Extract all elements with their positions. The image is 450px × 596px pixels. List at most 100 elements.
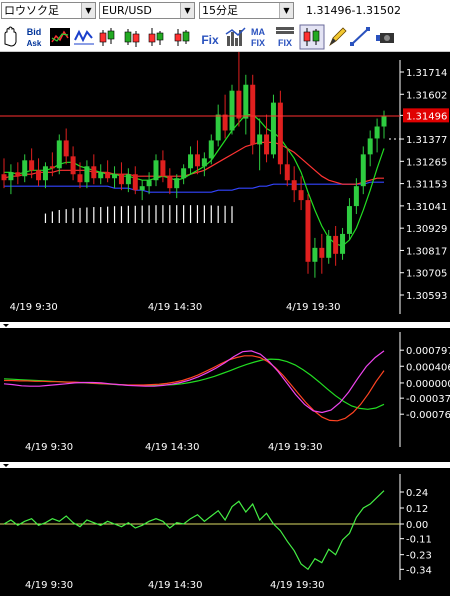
- candlestick-button-2[interactable]: [124, 29, 140, 47]
- macd-pane: 0.000797 0.000406 0.000000 -0.00037 -0.00076…: [3, 332, 450, 453]
- y-tick-label: 0.24: [406, 488, 428, 499]
- candle-up: [56, 140, 62, 169]
- candle-down: [118, 174, 124, 185]
- volume-button[interactable]: [225, 27, 246, 46]
- candle-down: [132, 174, 138, 191]
- y-tick-label: -0.00037: [406, 394, 450, 405]
- candle-down: [319, 247, 325, 258]
- bid-ask-button[interactable]: Bid Ask: [27, 27, 42, 48]
- collapse-arrow-icon[interactable]: [3, 464, 9, 467]
- candle-down: [236, 90, 242, 119]
- y-tick-label: 1.31714: [406, 68, 447, 79]
- y-tick-label: 0.000000: [406, 379, 450, 390]
- candle-up: [42, 166, 48, 181]
- candle-up: [112, 174, 118, 179]
- ma-mid-line: [3, 141, 384, 185]
- y-tick-label: 1.31377: [406, 135, 447, 146]
- svg-text:Fix: Fix: [201, 33, 219, 47]
- fix-list-button[interactable]: FIX: [276, 27, 294, 48]
- y-tick-label: 0.12: [406, 504, 428, 515]
- candlestick-button-1[interactable]: [99, 28, 115, 46]
- candle-down: [222, 114, 228, 131]
- candle-down: [298, 190, 304, 201]
- oscillator-pane: 0.24 0.12 0.00 -0.11 -0.23 -0.34 4/19 9:30 4/1…: [0, 474, 432, 591]
- svg-text:Bid: Bid: [27, 27, 42, 37]
- y-tick-label: 1.30705: [406, 269, 447, 280]
- candle-up: [243, 84, 249, 119]
- x-tick-label: 4/19 9:30: [25, 580, 73, 591]
- line-tool-icon[interactable]: [350, 27, 370, 46]
- candle-down: [70, 156, 76, 175]
- candlestick-button-4[interactable]: [174, 29, 190, 46]
- candle-up: [8, 172, 14, 181]
- y-tick-label: 1.31265: [406, 157, 447, 168]
- candle-up: [229, 90, 235, 131]
- candle-up: [98, 172, 104, 179]
- bid-ask-quote: 1.31496-1.31502: [306, 4, 401, 17]
- candle-select-button[interactable]: [299, 24, 325, 50]
- chart-type-dropdown[interactable]: ロウソク足 ▼: [1, 2, 96, 19]
- candle-down: [36, 170, 42, 181]
- fix-button[interactable]: Fix: [201, 33, 219, 47]
- candle-up: [257, 134, 263, 145]
- candlestick-button-3[interactable]: [148, 28, 164, 46]
- hand-tool-icon[interactable]: [4, 26, 17, 47]
- candle-up: [146, 180, 152, 187]
- y-tick-label: -0.00076: [406, 410, 450, 421]
- svg-text:FIX: FIX: [278, 38, 292, 48]
- candle-up: [360, 154, 366, 187]
- ma-fix-button[interactable]: MA FIX: [251, 27, 266, 48]
- y-tick-label: 1.30817: [406, 246, 447, 257]
- candle-down: [49, 166, 55, 169]
- candle-up: [326, 235, 332, 258]
- ma-long-line: [4, 181, 384, 193]
- macd-red-line: [4, 355, 385, 422]
- candle-down: [15, 172, 21, 177]
- current-price-label-bg: [403, 108, 449, 123]
- collapse-arrow-icon[interactable]: [3, 324, 9, 327]
- y-tick-label: 1.31602: [406, 90, 447, 101]
- chart-style-button-2[interactable]: [74, 29, 94, 45]
- candle-up: [208, 140, 214, 159]
- pencil-icon[interactable]: [329, 27, 347, 47]
- y-tick-label: -0.34: [406, 565, 432, 576]
- svg-text:FIX: FIX: [251, 38, 265, 48]
- candle-down: [29, 160, 35, 171]
- y-tick-label: 1.31041: [406, 202, 447, 213]
- candle-up: [374, 126, 380, 139]
- ma-short-line: [4, 113, 385, 247]
- x-tick-label: 4/19 14:30: [145, 442, 199, 453]
- chevron-down-icon[interactable]: ▼: [180, 3, 194, 18]
- price-pane: 1.31714 1.31602 1.31496 1.31377 1.31265 1.311…: [0, 52, 449, 314]
- macd-magenta-line: [3, 350, 385, 414]
- candle-up: [353, 186, 359, 207]
- x-tick-label: 4/19 14:30: [148, 302, 202, 313]
- chevron-down-icon[interactable]: ▼: [81, 3, 95, 18]
- svg-text:MA: MA: [251, 27, 265, 37]
- y-tick-label: 0.00: [406, 520, 428, 531]
- pane-separator-1[interactable]: [0, 322, 450, 328]
- current-price-label: 1.31496: [406, 111, 447, 122]
- period-value: 15分足: [202, 4, 238, 17]
- svg-text:Ask: Ask: [27, 39, 42, 48]
- x-tick-label: 4/19 9:30: [10, 302, 58, 313]
- candle-down: [77, 174, 83, 183]
- x-tick-label: 4/19 19:30: [270, 580, 324, 591]
- chart-style-button-1[interactable]: [50, 28, 70, 46]
- candle-down: [167, 176, 173, 189]
- candle-up: [84, 166, 90, 183]
- y-tick-label: -0.11: [406, 535, 432, 546]
- symbol-dropdown[interactable]: EUR/USD ▼: [99, 2, 195, 19]
- candle-up: [367, 138, 373, 155]
- toolbar-icons: Bid Ask: [4, 24, 394, 50]
- pane-separator-2[interactable]: [0, 462, 450, 468]
- candle-down: [277, 102, 283, 165]
- y-tick-label: -0.23: [406, 551, 432, 562]
- top-toolbar: ロウソク足 ▼ EUR/USD ▼ 15分足 ▼ 1.31496-1.31502: [0, 0, 450, 22]
- candle-up: [381, 116, 387, 127]
- period-dropdown[interactable]: 15分足 ▼: [199, 2, 294, 19]
- camera-icon[interactable]: [376, 33, 394, 43]
- candle-down: [333, 235, 339, 254]
- candle-up: [346, 206, 352, 234]
- chevron-down-icon[interactable]: ▼: [279, 3, 293, 18]
